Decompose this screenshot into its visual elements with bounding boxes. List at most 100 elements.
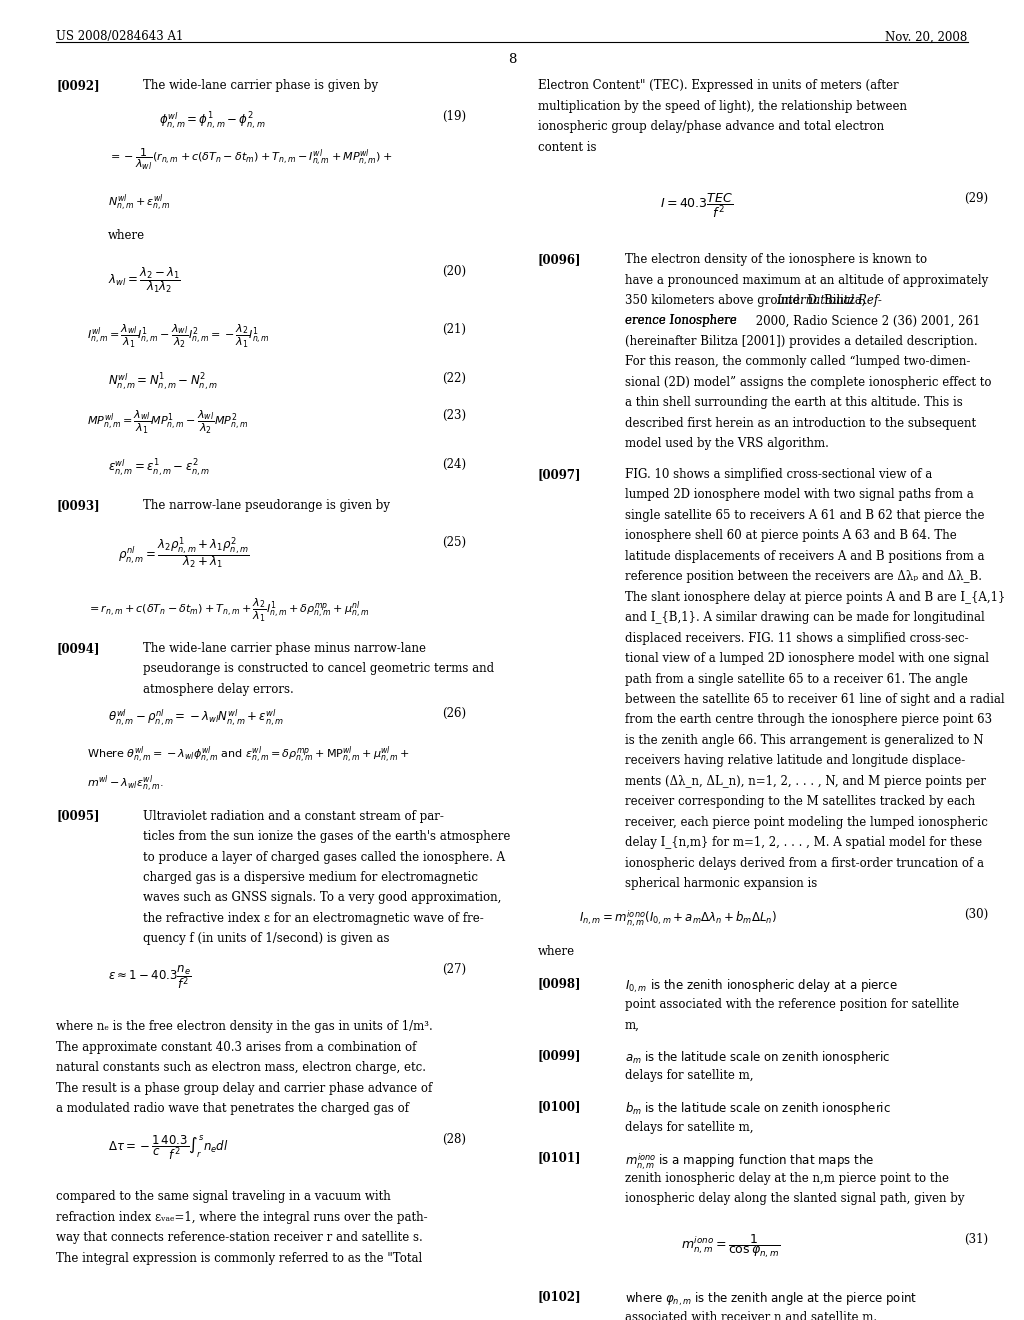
Text: (31): (31)	[964, 1233, 988, 1246]
Text: $I = 40.3\dfrac{TEC}{f^2}$: $I = 40.3\dfrac{TEC}{f^2}$	[660, 191, 733, 220]
Text: quency f (in units of 1/second) is given as: quency f (in units of 1/second) is given…	[143, 932, 390, 945]
Text: $\varepsilon \approx 1 - 40.3\dfrac{n_e}{f^2}$: $\varepsilon \approx 1 - 40.3\dfrac{n_e}…	[108, 964, 191, 991]
Text: where nₑ is the free electron density in the gas in units of 1/m³.: where nₑ is the free electron density in…	[56, 1020, 433, 1034]
Text: model used by the VRS algorithm.: model used by the VRS algorithm.	[625, 437, 828, 450]
Text: between the satellite 65 to receiver 61 line of sight and a radial: between the satellite 65 to receiver 61 …	[625, 693, 1005, 706]
Text: delays for satellite m,: delays for satellite m,	[625, 1121, 753, 1134]
Text: charged gas is a dispersive medium for electromagnetic: charged gas is a dispersive medium for e…	[143, 871, 478, 884]
Text: $\Delta\tau = -\dfrac{1}{c}\dfrac{40.3}{f^2}\int_{r}^{s} n_e dl$: $\Delta\tau = -\dfrac{1}{c}\dfrac{40.3}{…	[108, 1133, 228, 1162]
Text: $I_{0,m}$ is the zenith ionospheric delay at a pierce: $I_{0,m}$ is the zenith ionospheric dela…	[625, 977, 897, 994]
Text: US 2008/0284643 A1: US 2008/0284643 A1	[56, 30, 183, 44]
Text: the refractive index ε for an electromagnetic wave of fre-: the refractive index ε for an electromag…	[143, 912, 484, 925]
Text: $m^{iono}_{n,m}$ is a mapping function that maps the: $m^{iono}_{n,m}$ is a mapping function t…	[625, 1151, 873, 1172]
Text: The narrow-lane pseudorange is given by: The narrow-lane pseudorange is given by	[143, 499, 390, 512]
Text: where: where	[538, 945, 574, 957]
Text: The slant ionosphere delay at pierce points A and B are I_{A,1}: The slant ionosphere delay at pierce poi…	[625, 591, 1005, 603]
Text: pseudorange is constructed to cancel geometric terms and: pseudorange is constructed to cancel geo…	[143, 663, 495, 676]
Text: lumped 2D ionosphere model with two signal paths from a: lumped 2D ionosphere model with two sign…	[625, 488, 974, 502]
Text: 8: 8	[508, 53, 516, 66]
Text: where $\varphi_{n,m}$ is the zenith angle at the pierce point: where $\varphi_{n,m}$ is the zenith angl…	[625, 1291, 916, 1308]
Text: The electron density of the ionosphere is known to: The electron density of the ionosphere i…	[625, 253, 927, 267]
Text: natural constants such as electron mass, electron charge, etc.: natural constants such as electron mass,…	[56, 1061, 426, 1074]
Text: $MP^{wl}_{n,m} = \dfrac{\lambda_{wl}}{\lambda_1}MP^{1}_{n,m} - \dfrac{\lambda_{w: $MP^{wl}_{n,m} = \dfrac{\lambda_{wl}}{\l…	[87, 409, 249, 436]
Text: ionospheric delays derived from a first-order truncation of a: ionospheric delays derived from a first-…	[625, 857, 984, 870]
Text: $m^{iono}_{n,m} = \dfrac{1}{\cos\varphi_{n,m}}$: $m^{iono}_{n,m} = \dfrac{1}{\cos\varphi_…	[681, 1233, 780, 1261]
Text: FIG. 10 shows a simplified cross-sectional view of a: FIG. 10 shows a simplified cross-section…	[625, 469, 932, 480]
Text: described first herein as an introduction to the subsequent: described first herein as an introductio…	[625, 417, 976, 430]
Text: a thin shell surrounding the earth at this altitude. This is: a thin shell surrounding the earth at th…	[625, 396, 963, 409]
Text: erence Ionosphere: erence Ionosphere	[625, 314, 736, 327]
Text: [0099]: [0099]	[538, 1049, 581, 1063]
Text: The integral expression is commonly referred to as the "Total: The integral expression is commonly refe…	[56, 1251, 423, 1265]
Text: (21): (21)	[442, 322, 466, 335]
Text: displaced receivers. FIG. 11 shows a simplified cross-sec-: displaced receivers. FIG. 11 shows a sim…	[625, 632, 969, 644]
Text: point associated with the reference position for satellite: point associated with the reference posi…	[625, 998, 958, 1011]
Text: (30): (30)	[964, 908, 988, 921]
Text: is the zenith angle 66. This arrangement is generalized to N: is the zenith angle 66. This arrangement…	[625, 734, 983, 747]
Text: [0095]: [0095]	[56, 809, 99, 822]
Text: sional (2D) model” assigns the complete ionospheric effect to: sional (2D) model” assigns the complete …	[625, 376, 991, 389]
Text: m,: m,	[625, 1018, 640, 1031]
Text: The wide-lane carrier phase minus narrow-lane: The wide-lane carrier phase minus narrow…	[143, 642, 426, 655]
Text: [0094]: [0094]	[56, 642, 99, 655]
Text: $\lambda_{wl} = \dfrac{\lambda_2 - \lambda_1}{\lambda_1\lambda_2}$: $\lambda_{wl} = \dfrac{\lambda_2 - \lamb…	[108, 265, 180, 296]
Text: [0093]: [0093]	[56, 499, 100, 512]
Text: ionospheric group delay/phase advance and total electron: ionospheric group delay/phase advance an…	[538, 120, 884, 133]
Text: 2000, Radio Science 2 (36) 2001, 261: 2000, Radio Science 2 (36) 2001, 261	[752, 314, 980, 327]
Text: compared to the same signal traveling in a vacuum with: compared to the same signal traveling in…	[56, 1191, 391, 1203]
Text: (23): (23)	[441, 409, 466, 421]
Text: 350 kilometers above ground. D. Bilitza,: 350 kilometers above ground. D. Bilitza,	[625, 294, 869, 308]
Text: $= r_{n,m} + c(\delta T_n - \delta t_m) + T_{n,m} + \dfrac{\lambda_2}{\lambda_1}: $= r_{n,m} + c(\delta T_n - \delta t_m) …	[87, 597, 370, 624]
Text: waves such as GNSS signals. To a very good approximation,: waves such as GNSS signals. To a very go…	[143, 891, 502, 904]
Text: ments (Δλ_n, ΔL_n), n=1, 2, . . . , N, and M pierce points per: ments (Δλ_n, ΔL_n), n=1, 2, . . . , N, a…	[625, 775, 986, 788]
Text: and I_{B,1}. A similar drawing can be made for longitudinal: and I_{B,1}. A similar drawing can be ma…	[625, 611, 984, 624]
Text: ticles from the sun ionize the gases of the earth's atmosphere: ticles from the sun ionize the gases of …	[143, 830, 511, 843]
Text: (28): (28)	[442, 1133, 466, 1146]
Text: $\phi^{wl}_{n,m} = \phi^{1}_{n,m} - \phi^{2}_{n,m}$: $\phi^{wl}_{n,m} = \phi^{1}_{n,m} - \phi…	[159, 110, 265, 131]
Text: (29): (29)	[964, 191, 988, 205]
Text: have a pronounced maximum at an altitude of approximately: have a pronounced maximum at an altitude…	[625, 273, 988, 286]
Text: spherical harmonic expansion is: spherical harmonic expansion is	[625, 878, 817, 890]
Text: The wide-lane carrier phase is given by: The wide-lane carrier phase is given by	[143, 79, 379, 92]
Text: $a_m$ is the latitude scale on zenith ionospheric: $a_m$ is the latitude scale on zenith io…	[625, 1049, 890, 1067]
Text: reference position between the receivers are Δλₚ and Δλ_B.: reference position between the receivers…	[625, 570, 982, 583]
Text: $m^{wl}-\lambda_{wl}\varepsilon_{n,m}^{wl}$.: $m^{wl}-\lambda_{wl}\varepsilon_{n,m}^{w…	[87, 772, 164, 793]
Text: Ultraviolet radiation and a constant stream of par-: Ultraviolet radiation and a constant str…	[143, 809, 444, 822]
Text: zenith ionospheric delay at the n,m pierce point to the: zenith ionospheric delay at the n,m pier…	[625, 1172, 948, 1185]
Text: The result is a phase group delay and carrier phase advance of: The result is a phase group delay and ca…	[56, 1082, 432, 1094]
Text: multiplication by the speed of light), the relationship between: multiplication by the speed of light), t…	[538, 100, 906, 112]
Text: $b_m$ is the latitude scale on zenith ionospheric: $b_m$ is the latitude scale on zenith io…	[625, 1100, 891, 1117]
Text: to produce a layer of charged gases called the ionosphere. A: to produce a layer of charged gases call…	[143, 850, 506, 863]
Text: [0101]: [0101]	[538, 1151, 581, 1164]
Text: Where $\theta_{n,m}^{wl}=-\lambda_{wl}\phi_{n,m}^{wl}$ and $\varepsilon_{n,m}^{w: Where $\theta_{n,m}^{wl}=-\lambda_{wl}\p…	[87, 744, 410, 766]
Text: erence Ionosphere: erence Ionosphere	[625, 314, 736, 327]
Text: (20): (20)	[441, 265, 466, 279]
Text: (24): (24)	[441, 458, 466, 471]
Text: path from a single satellite 65 to a receiver 61. The angle: path from a single satellite 65 to a rec…	[625, 673, 968, 685]
Text: (25): (25)	[441, 536, 466, 548]
Text: $\rho^{nl}_{n,m} = \dfrac{\lambda_2\rho^{1}_{n,m} + \lambda_1\rho^{2}_{n,m}}{\la: $\rho^{nl}_{n,m} = \dfrac{\lambda_2\rho^…	[118, 536, 250, 572]
Text: [0092]: [0092]	[56, 79, 100, 92]
Text: latitude displacements of receivers A and B positions from a: latitude displacements of receivers A an…	[625, 550, 984, 562]
Text: tional view of a lumped 2D ionosphere model with one signal: tional view of a lumped 2D ionosphere mo…	[625, 652, 988, 665]
Text: $N^{wl}_{n,m} = N^{1}_{n,m} - N^{2}_{n,m}$: $N^{wl}_{n,m} = N^{1}_{n,m} - N^{2}_{n,m…	[108, 372, 217, 392]
Text: [0098]: [0098]	[538, 977, 581, 990]
Text: atmosphere delay errors.: atmosphere delay errors.	[143, 682, 294, 696]
Text: (22): (22)	[442, 372, 466, 384]
Text: delays for satellite m,: delays for satellite m,	[625, 1069, 753, 1082]
Text: where: where	[108, 228, 144, 242]
Text: way that connects reference-station receiver r and satellite s.: way that connects reference-station rece…	[56, 1232, 423, 1243]
Text: a modulated radio wave that penetrates the charged gas of: a modulated radio wave that penetrates t…	[56, 1102, 410, 1115]
Text: $\theta_{n,m}^{wl}-\rho_{n,m}^{nl} = -\lambda_{wl}N_{n,m}^{wl} + \varepsilon_{n,: $\theta_{n,m}^{wl}-\rho_{n,m}^{nl} = -\l…	[108, 708, 284, 729]
Text: The approximate constant 40.3 arises from a combination of: The approximate constant 40.3 arises fro…	[56, 1041, 417, 1053]
Text: ionosphere shell 60 at pierce points A 63 and B 64. The: ionosphere shell 60 at pierce points A 6…	[625, 529, 956, 543]
Text: [0100]: [0100]	[538, 1100, 581, 1113]
Text: $= -\dfrac{1}{\lambda_{wl}}(r_{n,m} + c(\delta T_n - \delta t_m) + T_{n,m} - I^{: $= -\dfrac{1}{\lambda_{wl}}(r_{n,m} + c(…	[108, 147, 392, 172]
Text: receiver, each pierce point modeling the lumped ionospheric: receiver, each pierce point modeling the…	[625, 816, 987, 829]
Text: $\varepsilon^{wl}_{n,m} = \varepsilon^{1}_{n,m} - \varepsilon^{2}_{n,m}$: $\varepsilon^{wl}_{n,m} = \varepsilon^{1…	[108, 458, 210, 478]
Text: associated with receiver n and satellite m.: associated with receiver n and satellite…	[625, 1311, 877, 1320]
Text: [0102]: [0102]	[538, 1291, 582, 1303]
Text: (hereinafter Bilitza [2001]) provides a detailed description.: (hereinafter Bilitza [2001]) provides a …	[625, 335, 977, 348]
Text: delay I_{n,m} for m=1, 2, . . . , M. A spatial model for these: delay I_{n,m} for m=1, 2, . . . , M. A s…	[625, 837, 982, 849]
Text: Electron Content" (TEC). Expressed in units of meters (after: Electron Content" (TEC). Expressed in un…	[538, 79, 898, 92]
